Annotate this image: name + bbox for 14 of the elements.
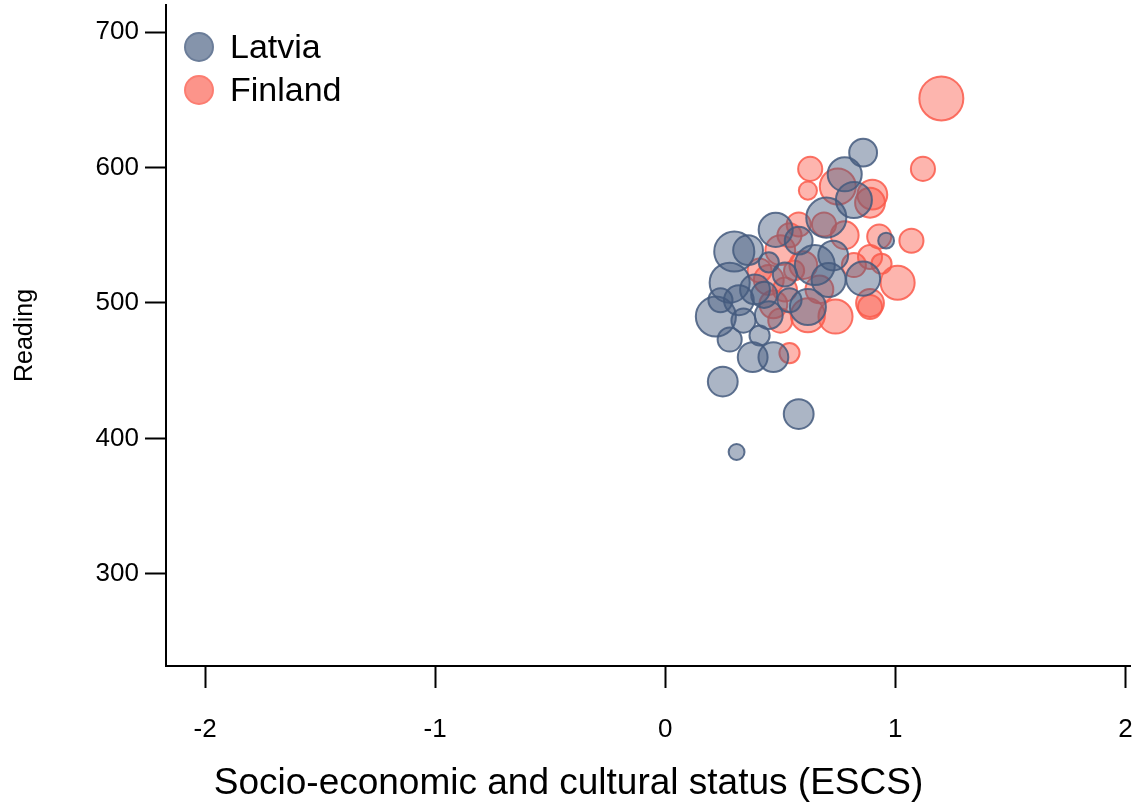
- x-tick-label: -1: [423, 712, 447, 743]
- y-tick-label: 300: [95, 557, 139, 588]
- y-tick-label: 600: [95, 150, 139, 181]
- x-axis-title: Socio-economic and cultural status (ESCS): [213, 761, 924, 803]
- y-axis-title: Reading: [8, 288, 37, 383]
- y-tick-label: 500: [95, 286, 139, 317]
- x-tick-label: -2: [193, 712, 217, 743]
- x-tick-label: 1: [888, 712, 903, 743]
- y-tick-label: 400: [95, 421, 139, 452]
- legend-label: Finland: [230, 70, 342, 109]
- legend-label: Latvia: [230, 27, 321, 66]
- x-tick-label: 2: [1118, 712, 1133, 743]
- x-tick-label: 0: [658, 712, 673, 743]
- y-tick-label: 700: [95, 15, 139, 46]
